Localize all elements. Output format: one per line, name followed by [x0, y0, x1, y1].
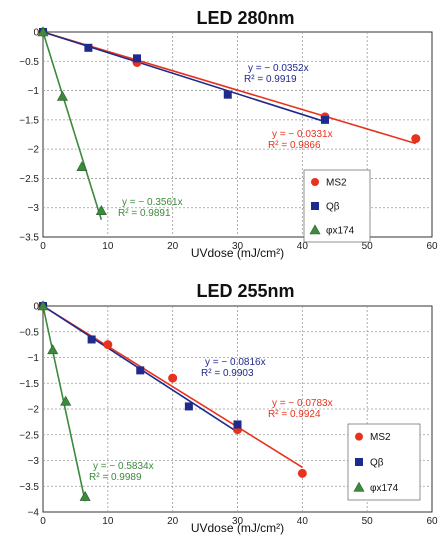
- y-tick-label: −2.5: [19, 174, 39, 185]
- fit-equation: y = − 0.0783x: [272, 398, 333, 409]
- data-point-x174: [37, 26, 49, 37]
- x-tick-label: 10: [102, 241, 114, 252]
- x-tick-label: 60: [426, 516, 438, 527]
- y-tick-label: 0: [33, 28, 39, 39]
- y-tick-label: −1: [28, 353, 40, 364]
- x-tick-label: 20: [167, 516, 179, 527]
- data-point-ms2: [103, 340, 113, 350]
- data-point-ms2: [411, 134, 421, 144]
- legend-label: MS2: [370, 432, 391, 443]
- data-point-x174: [76, 161, 88, 172]
- chart-panel-1: LED 280nm 0 10 20 30 40 50 60 0 −0.5 −1 −1.5 −2 −2.5 −…: [19, 8, 438, 260]
- y-tick-label: −3: [28, 203, 40, 214]
- y-tick-label: −3: [28, 456, 40, 467]
- data-point-q: [223, 90, 232, 99]
- data-point-x174: [56, 90, 68, 101]
- data-point-q: [184, 402, 193, 411]
- legend-marker: [311, 178, 319, 186]
- legend-marker: [355, 458, 363, 466]
- fit-r-squared: R² = 0.9989: [89, 472, 142, 483]
- data-point-q: [84, 43, 93, 52]
- data-point-q: [87, 335, 96, 344]
- fit-r-squared: R² = 0.9919: [244, 74, 297, 85]
- legend-marker: [355, 432, 363, 441]
- fit-equation: y = − 0.0352x: [248, 63, 309, 74]
- chart-title: LED 255nm: [196, 281, 294, 301]
- trendline-x174: [42, 31, 103, 220]
- fit-r-squared: R² = 0.9891: [118, 208, 171, 219]
- data-point-q: [133, 54, 142, 63]
- x-tick-label: 40: [297, 241, 309, 252]
- fit-equation: y = − 0.5834x: [93, 461, 154, 472]
- y-tick-label: −2: [28, 405, 40, 416]
- data-point-q: [136, 366, 145, 375]
- y-tick-label: −0.5: [19, 57, 39, 68]
- legend-marker: [353, 481, 365, 492]
- data-point-q: [233, 420, 242, 429]
- y-tick-label: −4: [28, 508, 40, 519]
- x-axis-label: UVdose (mJ/cm²): [191, 246, 284, 260]
- legend-label: MS2: [326, 178, 347, 189]
- legend-label: Qβ: [326, 202, 340, 213]
- chart-panel-2: LED 255nm 0 10 20 30 40 50 60 0 −0.5 −1 −1.5 −2 −2.5 −…: [19, 281, 438, 535]
- data-point-ms2: [168, 373, 178, 383]
- data-point-ms2: [297, 468, 307, 478]
- x-axis-label: UVdose (mJ/cm²): [191, 521, 284, 535]
- chart-title: LED 280nm: [196, 8, 294, 28]
- y-tick-label: −1: [28, 86, 40, 97]
- trendline-ms2: [42, 305, 303, 468]
- x-tick-label: 0: [40, 241, 46, 252]
- fit-equation: y = − 0.3561x: [122, 197, 183, 208]
- x-tick-label: 10: [102, 516, 114, 527]
- legend-label: Qβ: [370, 458, 384, 469]
- fit-equation: y = − 0.0331x: [272, 129, 333, 140]
- data-point-x174: [37, 300, 49, 311]
- x-tick-label: 50: [362, 516, 374, 527]
- fit-r-squared: R² = 0.9866: [268, 140, 321, 151]
- y-tick-label: 0: [33, 302, 39, 313]
- y-tick-label: −3.5: [19, 233, 39, 244]
- data-point-q: [321, 115, 330, 124]
- legend-label: φx174: [326, 226, 355, 237]
- data-point-x174: [47, 344, 59, 355]
- y-tick-label: −2: [28, 145, 40, 156]
- x-tick-label: 0: [40, 516, 46, 527]
- data-point-x174: [95, 205, 107, 215]
- x-tick-label: 20: [167, 241, 179, 252]
- legend-label: φx174: [370, 483, 399, 494]
- legend-marker: [311, 202, 319, 210]
- fit-r-squared: R² = 0.9903: [201, 368, 254, 379]
- x-tick-label: 40: [297, 516, 309, 527]
- trendline-ms2: [42, 31, 417, 145]
- legend-marker: [309, 224, 321, 235]
- y-tick-label: −3.5: [19, 482, 39, 493]
- data-point-x174: [60, 395, 72, 406]
- data-point-x174: [79, 490, 91, 501]
- y-tick-label: −1.5: [19, 115, 39, 126]
- x-tick-label: 60: [426, 241, 438, 252]
- x-tick-label: 50: [362, 241, 374, 252]
- y-tick-label: −1.5: [19, 379, 39, 390]
- y-tick-label: −2.5: [19, 430, 39, 441]
- fit-equation: y = − 0.0816x: [205, 357, 266, 368]
- x-tick-label: 30: [232, 241, 244, 252]
- fit-r-squared: R² = 0.9924: [268, 409, 321, 420]
- y-tick-label: −0.5: [19, 327, 39, 338]
- x-tick-label: 30: [232, 516, 244, 527]
